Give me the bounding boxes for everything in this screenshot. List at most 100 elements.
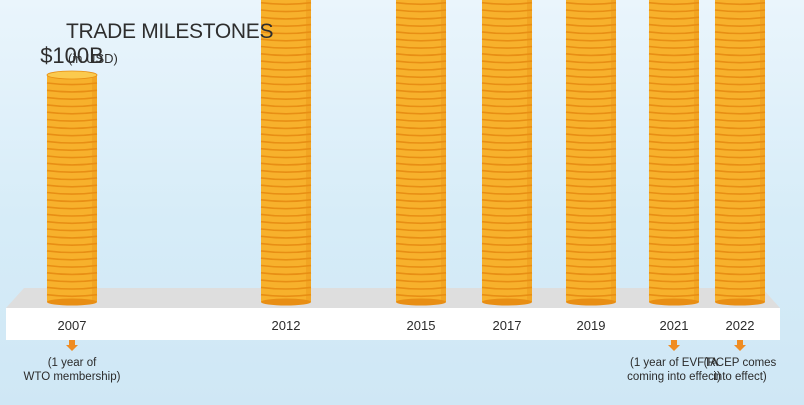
coin-edge-line — [565, 264, 617, 268]
coin-edge-line — [565, 9, 617, 13]
coin-stack-2015 — [395, 0, 447, 306]
coin-edge-line — [395, 96, 447, 100]
coin-edge-line — [46, 279, 98, 283]
coin-edge-line — [714, 74, 766, 79]
coin-edge-line — [260, 250, 312, 254]
coin-edge-line — [565, 38, 617, 42]
year-label: 2019 — [577, 318, 606, 333]
coin-edge-line — [46, 257, 98, 261]
coin-edge-line — [648, 9, 700, 13]
coin-edge-line — [46, 169, 98, 173]
coin-stack-shade — [441, 0, 446, 302]
coin-edge-line — [395, 293, 447, 298]
coin-stack-base — [715, 298, 765, 306]
coin-edge-line — [46, 184, 98, 188]
coin-stacks — [46, 0, 766, 306]
annotation-line: coming into effect) — [627, 371, 721, 383]
coin-edge-line — [395, 118, 447, 122]
coin-edge-line — [648, 31, 700, 35]
coin-edge-line — [714, 31, 766, 35]
coin-edge-line — [648, 293, 700, 298]
coin-edge-line — [565, 140, 617, 144]
coin-edge-line — [481, 162, 533, 166]
coin-edge-line — [260, 74, 312, 79]
coin-edge-line — [714, 53, 766, 57]
coin-edge-line — [395, 53, 447, 57]
annotation-2022: (RCEP comes into effect) — [670, 356, 804, 384]
coin-edge-line — [395, 74, 447, 79]
coin-edge-line — [714, 206, 766, 210]
coin-stack-2019 — [565, 0, 617, 306]
coin-edge-line — [260, 118, 312, 122]
coin-edge-line — [481, 60, 533, 64]
year-tick-labels: 2007 2012 2015 2017 2019 2021 2022 — [58, 318, 755, 333]
coin-edge-line — [46, 111, 98, 115]
coin-edge-line — [260, 169, 312, 173]
coin-edge-line — [565, 1, 617, 6]
down-arrow-icon — [66, 340, 78, 351]
coin-edge-line — [260, 206, 312, 210]
coin-edge-line — [260, 126, 312, 130]
coin-edge-line — [565, 60, 617, 64]
coin-edge-line — [481, 38, 533, 42]
coin-stack-2012 — [260, 0, 312, 306]
coin-edge-line — [648, 191, 700, 195]
coin-edge-line — [565, 16, 617, 20]
coin-edge-line — [260, 191, 312, 195]
coin-edge-line — [260, 82, 312, 86]
coin-edge-line — [46, 242, 98, 246]
coin-edge-line — [260, 257, 312, 261]
coin-edge-line — [46, 118, 98, 122]
coin-edge-line — [648, 104, 700, 108]
coin-edge-line — [565, 257, 617, 261]
coin-edge-line — [395, 206, 447, 210]
coin-edge-line — [395, 133, 447, 137]
coin-stack-2007 — [46, 70, 98, 306]
coin-edge-line — [46, 272, 98, 276]
year-label: 2021 — [660, 318, 689, 333]
coin-edge-line — [565, 206, 617, 210]
coin-edge-line — [565, 220, 617, 225]
coin-edge-line — [648, 169, 700, 173]
coin-edge-line — [481, 184, 533, 188]
coin-edge-line — [395, 104, 447, 108]
coin-edge-line — [395, 162, 447, 166]
coin-edge-line — [481, 228, 533, 232]
coin-edge-line — [395, 250, 447, 254]
coin-edge-line — [46, 213, 98, 217]
coin-edge-line — [648, 60, 700, 64]
coin-edge-line — [481, 16, 533, 20]
coin-edge-line — [260, 67, 312, 71]
coin-edge-line — [714, 155, 766, 159]
coin-edge-line — [714, 279, 766, 283]
coin-edge-line — [395, 257, 447, 261]
coin-edge-line — [714, 133, 766, 137]
annotation-arrows — [66, 340, 746, 351]
coin-edge-line — [481, 250, 533, 254]
coin-edge-line — [395, 184, 447, 188]
coin-edge-line — [260, 31, 312, 35]
coin-edge-line — [565, 111, 617, 115]
coin-edge-line — [648, 228, 700, 232]
coin-edge-line — [46, 206, 98, 210]
coin-edge-line — [46, 89, 98, 93]
coin-edge-line — [648, 155, 700, 159]
year-label: 2012 — [272, 318, 301, 333]
coin-edge-line — [648, 286, 700, 290]
coin-edge-line — [260, 38, 312, 42]
coin-edge-line — [714, 242, 766, 246]
coin-edge-line — [565, 228, 617, 232]
coin-edge-line — [565, 82, 617, 86]
coin-edge-line — [260, 228, 312, 232]
coin-edge-line — [714, 272, 766, 276]
coin-edge-line — [481, 286, 533, 290]
coin-stack-shade — [760, 0, 765, 302]
coin-edge-line — [481, 279, 533, 283]
coin-edge-line — [565, 272, 617, 276]
coin-edge-line — [481, 169, 533, 173]
coin-edge-line — [714, 220, 766, 225]
coin-edge-line — [714, 89, 766, 93]
coin-stack-base — [396, 298, 446, 306]
coin-stack-base — [47, 298, 97, 306]
